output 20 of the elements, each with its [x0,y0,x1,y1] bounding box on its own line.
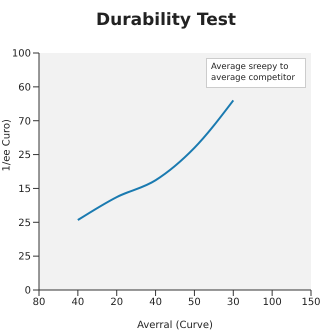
x-axis-title: Averral (Curve) [137,320,213,331]
x-tick-label: 80 [32,297,46,308]
text: 60 [18,82,31,94]
y-axis-title: 1/ee Curo) [2,118,13,172]
x-tick-label: 40 [71,297,84,308]
text: 25 [18,150,31,162]
text: 100 [12,48,31,60]
text: 25 [18,218,31,229]
chart-title: Durability Test [95,10,237,30]
text: 70 [18,116,31,128]
x-tick-label: 40 [149,297,162,308]
x-tick-label: 100 [262,297,282,308]
text: 15 [18,184,31,195]
text: 25 [18,252,31,263]
x-tick-label: 50 [188,297,201,308]
x-tick-label: 150 [301,297,321,308]
text: Average sreepy to average competitor [206,58,306,88]
x-tick-label: 20 [110,297,124,308]
x-tick-label: 30 [226,297,240,308]
text: 0 [24,286,31,297]
